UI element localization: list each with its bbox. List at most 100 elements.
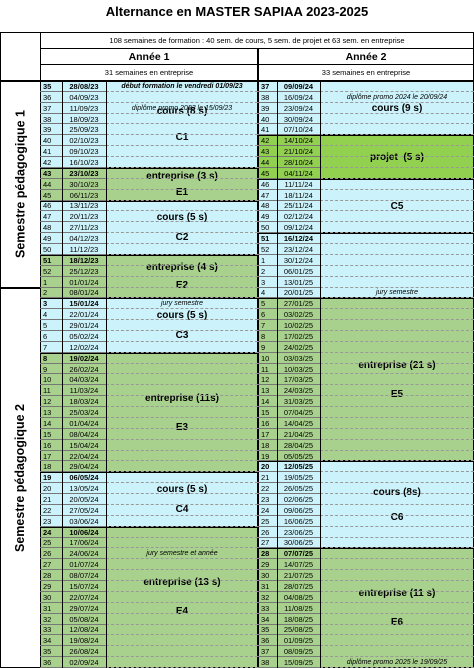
row-line: [40, 146, 106, 158]
week-number: 44: [43, 179, 52, 189]
note: diplôme promo 2023 le 15/09/23: [131, 104, 233, 112]
period-block: [40, 167, 258, 201]
row-line: [40, 483, 106, 495]
week-number: 21: [261, 473, 270, 483]
row-line-dashed: [106, 592, 258, 603]
week-date: 11/09/23: [69, 103, 99, 113]
row-line: [258, 440, 320, 451]
week-date: 20/11/23: [69, 212, 99, 222]
period-labels: cours (5 s) C2: [106, 201, 258, 255]
row-line: [40, 124, 106, 136]
row-line: [258, 429, 320, 440]
week-number: 8: [261, 331, 266, 341]
row-line-dashed: [320, 538, 474, 549]
period-code: E4: [175, 606, 189, 618]
period-block: [258, 135, 474, 179]
week-number: 34: [43, 636, 52, 646]
week-date: 01/09/25: [283, 636, 314, 646]
week-date: 31/03/25: [283, 397, 314, 407]
week-date: 21/10/24: [283, 147, 314, 157]
row-line-dashed: [106, 375, 258, 386]
period-block: [40, 352, 258, 473]
row-line: [258, 451, 320, 462]
week-date: 11/12/23: [69, 244, 99, 254]
period-label: entreprise (3 s): [146, 170, 218, 182]
week-date: 10/03/25: [283, 364, 314, 374]
row-line-dashed: [106, 233, 258, 245]
period-label: projet (5 s): [370, 151, 424, 163]
week-date: 17/03/25: [283, 375, 314, 385]
week-number: 3: [43, 299, 48, 309]
period-code: C6: [390, 512, 404, 524]
row-line: [40, 114, 106, 125]
week-date: 18/11/24: [284, 190, 313, 200]
week-number: 48: [43, 223, 52, 233]
period-labels: cours (8s) C6: [320, 461, 474, 548]
row-line: [40, 353, 106, 364]
week-number: 51: [43, 255, 52, 265]
week-date: 21/07/25: [283, 571, 314, 581]
row-line: [40, 592, 106, 603]
row-line: [258, 592, 320, 603]
week-number: 17: [261, 429, 270, 439]
row-line: [40, 657, 106, 668]
row-line-dashed: [106, 211, 258, 223]
week-date: 27/01/25: [283, 299, 314, 309]
week-number: 31: [261, 581, 270, 591]
period-labels: entreprise (21 s) E5: [320, 298, 474, 461]
row-line: [258, 298, 320, 310]
row-line: [258, 603, 320, 614]
col-sep: [320, 81, 321, 668]
week-date: 30/10/23: [69, 179, 99, 189]
row-line-dashed: [106, 407, 258, 418]
week-date: 11/08/25: [284, 603, 313, 613]
period-block: [258, 548, 474, 668]
row-line-dashed: [320, 646, 474, 658]
week-date: 04/08/25: [283, 592, 314, 602]
row-line-dashed: [320, 603, 474, 614]
period-block: [258, 81, 474, 136]
week-date: 22/04/24: [69, 451, 99, 461]
row-line-dashed: [320, 244, 474, 255]
week-number: 13: [261, 386, 270, 396]
row-line-dashed: [320, 146, 474, 158]
week-date: 13/05/24: [69, 484, 99, 494]
week-date: 03/03/25: [283, 353, 314, 363]
row-line: [40, 103, 106, 114]
week-number: 5: [261, 299, 266, 309]
week-date: 01/01/24: [69, 277, 99, 287]
week-date: 08/07/24: [69, 571, 99, 581]
week-number: 26: [43, 549, 52, 559]
week-date: 30/09/24: [283, 114, 314, 124]
week-number: 36: [43, 658, 52, 668]
week-number: 50: [43, 244, 52, 254]
row-line-dashed: [320, 103, 474, 114]
row-line-dashed: [106, 461, 258, 473]
week-number: 15: [261, 408, 270, 418]
week-number: 6: [43, 331, 48, 341]
week-number: 32: [261, 592, 270, 602]
week-date: 16/06/25: [283, 516, 314, 526]
note: jury semestre: [160, 300, 203, 308]
row-line: [258, 548, 320, 560]
week-date: 18/03/24: [69, 397, 99, 407]
row-line-dashed: [320, 429, 474, 440]
row-line: [40, 581, 106, 592]
week-date: 11/11/24: [284, 179, 313, 189]
row-line: [258, 103, 320, 114]
row-line: [258, 190, 320, 201]
period-code: C5: [390, 200, 404, 212]
row-line-dashed: [106, 625, 258, 636]
week-date: 25/12/23: [69, 266, 99, 276]
row-line-dashed: [320, 516, 474, 527]
row-line-dashed: [106, 255, 258, 266]
period-labels: entreprise (4 s) E2: [106, 255, 258, 298]
row-line-dashed: [106, 222, 258, 234]
week-number: 20: [261, 462, 270, 472]
week-number: 24: [43, 527, 52, 537]
row-line: [40, 451, 106, 462]
week-number: 10: [261, 353, 270, 363]
period-block: [40, 298, 258, 353]
row-line-dashed: [106, 472, 258, 484]
week-number: 29: [43, 581, 52, 591]
